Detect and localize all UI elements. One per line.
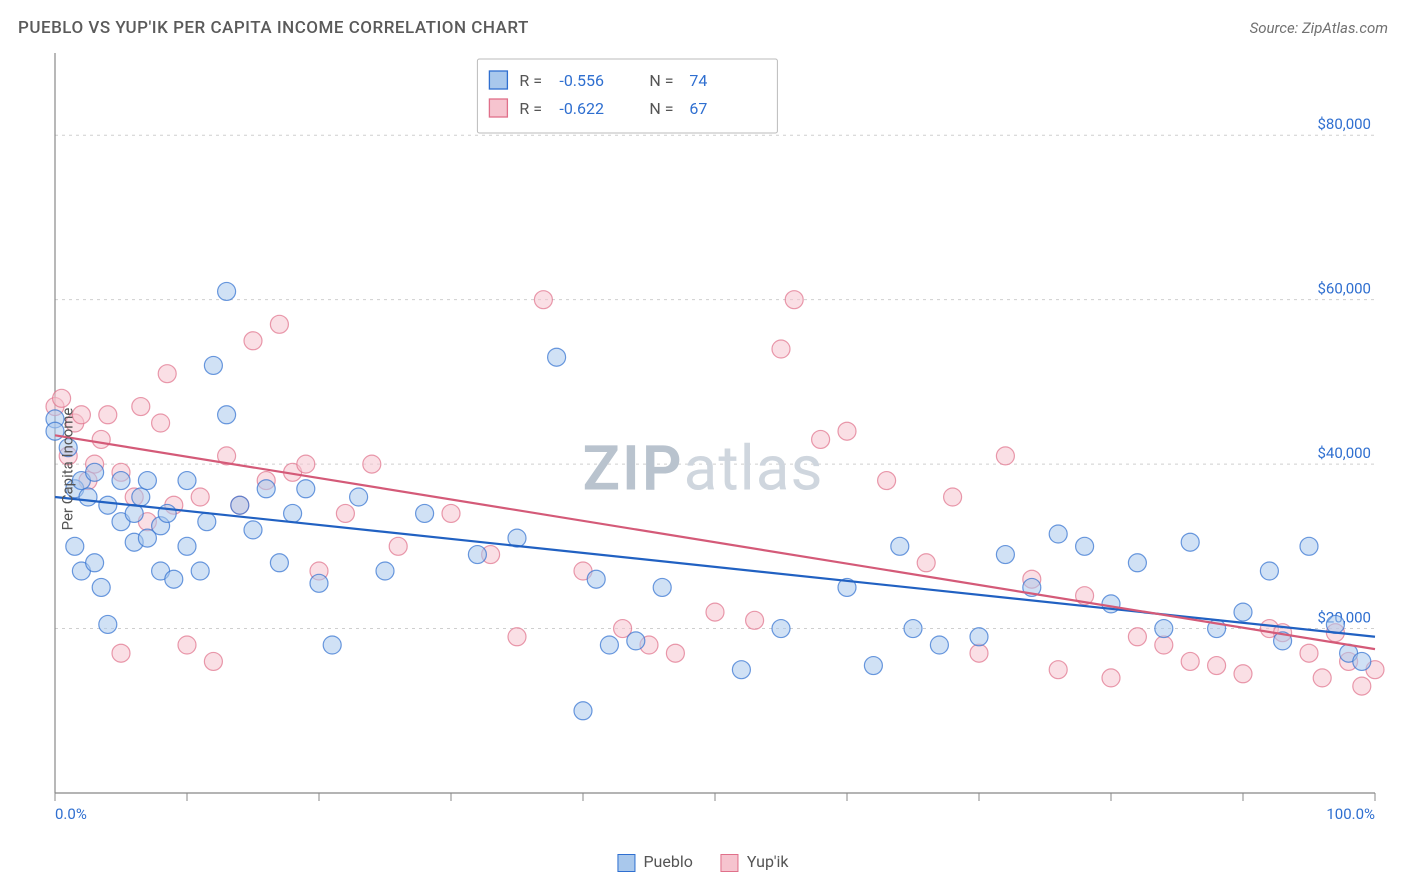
chart-area: Per Capita Income $20,000$40,000$60,000$… bbox=[0, 45, 1406, 892]
svg-text:$80,000: $80,000 bbox=[1317, 115, 1371, 133]
svg-text:R =: R = bbox=[519, 71, 542, 90]
svg-text:N =: N = bbox=[649, 71, 673, 90]
legend-swatch-pink bbox=[721, 854, 739, 872]
legend-item-pueblo: Pueblo bbox=[617, 852, 692, 872]
svg-text:R =: R = bbox=[519, 99, 542, 118]
series-pueblo bbox=[46, 282, 1371, 719]
chart-title: PUEBLO VS YUP'IK PER CAPITA INCOME CORRE… bbox=[18, 18, 529, 38]
svg-text:$40,000: $40,000 bbox=[1317, 444, 1371, 462]
svg-text:N =: N = bbox=[649, 99, 673, 118]
legend-swatch-blue bbox=[617, 854, 635, 872]
svg-text:$60,000: $60,000 bbox=[1317, 280, 1371, 298]
svg-text:100.0%: 100.0% bbox=[1326, 805, 1375, 823]
svg-text:0.0%: 0.0% bbox=[55, 805, 87, 823]
stats-legend: R = -0.556 N = 74 R = -0.622 N = 67 bbox=[477, 59, 777, 133]
svg-text:74: 74 bbox=[689, 71, 707, 90]
svg-text:-0.622: -0.622 bbox=[559, 99, 604, 118]
chart-header: PUEBLO VS YUP'IK PER CAPITA INCOME CORRE… bbox=[18, 18, 1388, 38]
legend-item-yupik: Yup'ik bbox=[721, 852, 789, 872]
series-yupik bbox=[46, 291, 1384, 695]
svg-text:-0.556: -0.556 bbox=[559, 71, 604, 90]
svg-text:67: 67 bbox=[689, 99, 707, 118]
y-axis-label: Per Capita Income bbox=[58, 407, 76, 530]
series-legend: Pueblo Yup'ik bbox=[617, 852, 788, 872]
chart-svg: $20,000$40,000$60,000$80,0000.0%100.0%R … bbox=[0, 45, 1406, 835]
chart-source: Source: ZipAtlas.com bbox=[1250, 19, 1388, 37]
